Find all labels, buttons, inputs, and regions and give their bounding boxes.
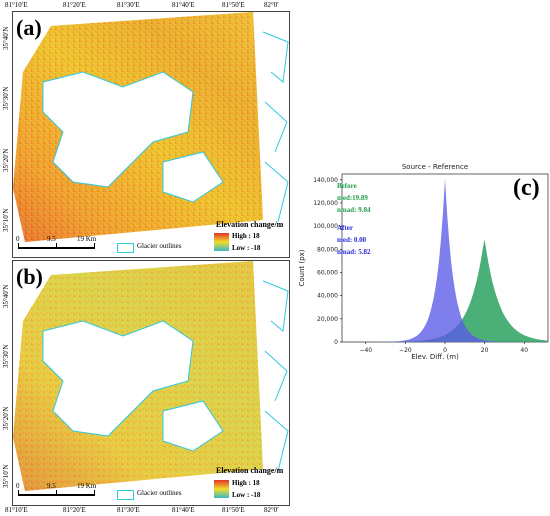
map-panel-a: 81°10′E 81°20′E 81°30′E 81°40′E 81°50′E …	[0, 0, 290, 258]
y-tick-label: 120,000	[313, 200, 338, 207]
x-axis-label: Elev. Diff. (m)	[411, 353, 459, 361]
glacier-area	[42, 71, 194, 188]
y-tick-label: 140,000	[313, 177, 338, 184]
panel-label-c: (c)	[512, 175, 541, 201]
y-tick-label: 20,000	[317, 316, 338, 323]
scale-label: 9.5	[47, 235, 56, 243]
y-tick-label: 35°40′N	[2, 26, 10, 50]
y-tick-label: 35°20′N	[2, 406, 10, 430]
x-tick-label: 82°0′	[264, 1, 279, 9]
y-tick-label: 60,000	[317, 269, 338, 276]
x-tick-label: 20	[481, 347, 489, 354]
scale-label: 0	[16, 482, 20, 490]
legend-low-label: Low : -18	[232, 244, 261, 252]
elevation-change-map-a	[13, 12, 289, 242]
x-tick-label: 81°50′E	[222, 506, 245, 514]
legend-high-label: High : 18	[232, 479, 260, 487]
legend-title: Elevation change/m	[216, 220, 284, 229]
before-nmad: nmad: 9.84	[337, 206, 371, 214]
x-tick-label: −20	[399, 347, 412, 354]
x-tick-label: 81°40′E	[172, 506, 195, 514]
legend-colorbar	[214, 233, 229, 251]
y-tick-label: 40,000	[317, 293, 338, 300]
y-tick-label: 35°30′N	[2, 86, 10, 110]
before-title: Before	[337, 182, 357, 190]
scale-label: 0	[16, 235, 20, 243]
scale-label: 19 Km	[77, 235, 97, 243]
after-nmad: nmad: 5.82	[337, 248, 371, 256]
glacier-area	[42, 320, 194, 437]
y-tick-label: 35°30′N	[2, 344, 10, 368]
glacier-legend-label: Glacier outlines	[137, 242, 182, 250]
x-tick-label: 81°10′E	[5, 1, 28, 9]
y-tick-label: 35°20′N	[2, 148, 10, 172]
legend-high-label: High : 18	[232, 232, 260, 240]
x-tick-label: 40	[520, 347, 528, 354]
histogram-panel-c: Source - Reference 0 20,000 40,000 60,000 80…	[296, 158, 550, 364]
glacier-legend-label: Glacier outlines	[137, 489, 182, 497]
scale-label: 19 Km	[77, 482, 97, 490]
legend-low-label: Low : -18	[232, 491, 261, 499]
plot-area: 0 20,000 40,000 60,000 80,000 100,000 120,000 1…	[313, 173, 549, 354]
chart-title: Source - Reference	[402, 163, 468, 171]
x-tick-label: 81°20′E	[63, 1, 86, 9]
x-tick-label: 81°30′E	[117, 1, 140, 9]
elevation-change-map-b	[13, 261, 289, 491]
y-tick-label: 0	[334, 339, 338, 346]
y-axis-label: Count (px)	[298, 249, 306, 286]
x-tick-label: 81°50′E	[222, 1, 245, 9]
x-tick-label: 81°30′E	[117, 506, 140, 514]
elevation-difference-histogram: Source - Reference 0 20,000 40,000 60,000 80…	[298, 163, 549, 361]
after-stats: After med: 0.00 nmad: 5.82	[337, 222, 370, 258]
panel-label-b: (b)	[15, 264, 44, 289]
map-panel-b: 35°40′N 35°30′N 35°20′N 35°10′N	[0, 258, 290, 516]
map-frame-a	[12, 11, 290, 258]
after-median: med: 0.00	[337, 236, 367, 244]
legend-colorbar	[214, 480, 229, 498]
x-tick-label: 82°0′	[264, 506, 279, 514]
before-median: med:19.89	[337, 194, 368, 202]
y-tick-label: 35°40′N	[2, 284, 10, 308]
x-tick-label: −40	[359, 347, 372, 354]
y-tick-label: 80,000	[317, 246, 338, 253]
x-tick-label: 81°20′E	[63, 506, 86, 514]
glacier-swatch	[117, 490, 134, 500]
y-tick-label: 35°10′N	[2, 464, 10, 488]
scale-label: 9.5	[47, 482, 56, 490]
x-tick-label: 81°40′E	[172, 1, 195, 9]
map-frame-b	[12, 260, 290, 506]
y-tick-label: 35°10′N	[2, 208, 10, 232]
panel-label-a: (a)	[15, 15, 43, 40]
series-area-before	[342, 239, 548, 342]
x-tick-label: 0	[443, 347, 447, 354]
before-stats: Before med:19.89 nmad: 9.84	[337, 180, 370, 216]
x-tick-label: 81°10′E	[5, 506, 28, 514]
y-tick-label: 100,000	[313, 223, 338, 230]
glacier-swatch	[117, 243, 134, 253]
series-area-after	[342, 178, 548, 342]
legend-title: Elevation change/m	[216, 466, 284, 475]
after-title: After	[337, 224, 353, 232]
